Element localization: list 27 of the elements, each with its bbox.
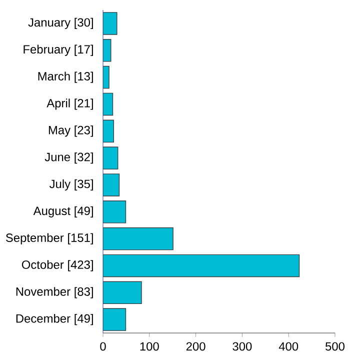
y-tick-label: December [49] bbox=[16, 314, 93, 326]
bar bbox=[103, 174, 120, 196]
y-tick-label: April [21] bbox=[46, 98, 93, 110]
x-tick-label: 200 bbox=[186, 342, 206, 351]
y-tick-label: September [151] bbox=[6, 233, 93, 244]
bar bbox=[103, 200, 126, 224]
y-tick-label: January [30] bbox=[28, 18, 93, 30]
x-tick-label: 0 bbox=[100, 342, 106, 351]
bar bbox=[103, 93, 113, 116]
x-tick-label: 300 bbox=[232, 342, 252, 351]
y-tick-label: July [35] bbox=[49, 179, 93, 191]
bar bbox=[103, 227, 174, 250]
y-tick-label: March [13] bbox=[38, 72, 93, 83]
y-tick-label: August [49] bbox=[33, 206, 93, 218]
bar bbox=[103, 308, 126, 331]
y-tick-label: November [83] bbox=[16, 287, 93, 298]
y-tick-label: June [32] bbox=[44, 152, 93, 164]
bar bbox=[103, 254, 300, 278]
x-tick-label: 100 bbox=[140, 342, 159, 351]
y-tick-label: October [423] bbox=[22, 260, 93, 272]
y-tick-label: February [17] bbox=[24, 44, 93, 56]
y-tick-label: May [23] bbox=[48, 126, 93, 137]
bar bbox=[103, 281, 142, 304]
bar bbox=[103, 120, 114, 142]
x-tick-label: 400 bbox=[278, 342, 298, 351]
x-tick-label: 500 bbox=[326, 342, 345, 351]
bar bbox=[103, 146, 118, 170]
